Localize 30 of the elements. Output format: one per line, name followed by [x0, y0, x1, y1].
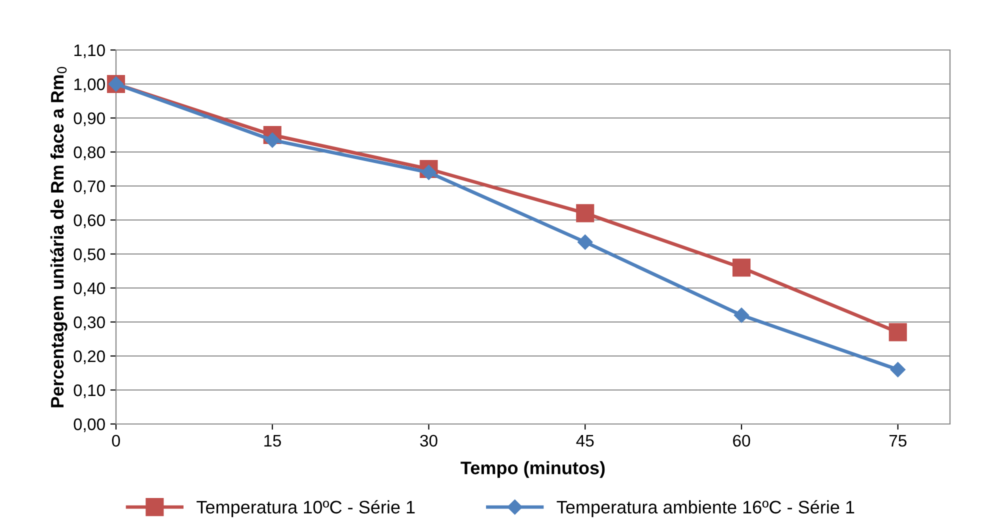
y-tick-label: 0,70 [74, 180, 105, 194]
y-tick-label: 0,80 [74, 146, 105, 160]
y-tick-label: 0,10 [74, 384, 105, 398]
y-tick-label: 0,30 [74, 316, 105, 330]
y-tick-label: 0,20 [74, 350, 105, 364]
legend-label: Temperatura 10ºC - Série 1 [196, 500, 415, 518]
y-tick-label: 0,00 [74, 418, 105, 432]
point [421, 164, 436, 180]
point [890, 362, 906, 378]
x-tick-label: 45 [576, 435, 594, 447]
y-tick-label: 0,90 [74, 112, 105, 126]
point [578, 234, 593, 250]
x-tick-label: 60 [733, 434, 750, 447]
x-tick-label: 75 [889, 435, 906, 447]
legend-label: Temperatura ambiente 16ºC - Série 1 [556, 500, 854, 518]
point [732, 258, 751, 277]
x-tick-label: 15 [264, 435, 281, 447]
point [888, 323, 907, 342]
x-tick-label: 0 [112, 434, 120, 447]
point [264, 132, 280, 148]
point [576, 204, 594, 222]
x-axis-title: Tempo (minutos) [460, 461, 605, 478]
x-tick-label: 30 [420, 434, 438, 447]
y-tick-label: 1,00 [74, 78, 105, 92]
y-tick-label: 0,50 [74, 248, 105, 262]
y-tick-label: 1,10 [74, 44, 105, 58]
point [734, 308, 750, 323]
y-axis-title: Percentagem unitária de Rm face a Rm$_{0}$ [50, 66, 68, 408]
y-tick-label: 0,60 [74, 214, 105, 228]
y-tick-label: 0,40 [74, 282, 105, 296]
